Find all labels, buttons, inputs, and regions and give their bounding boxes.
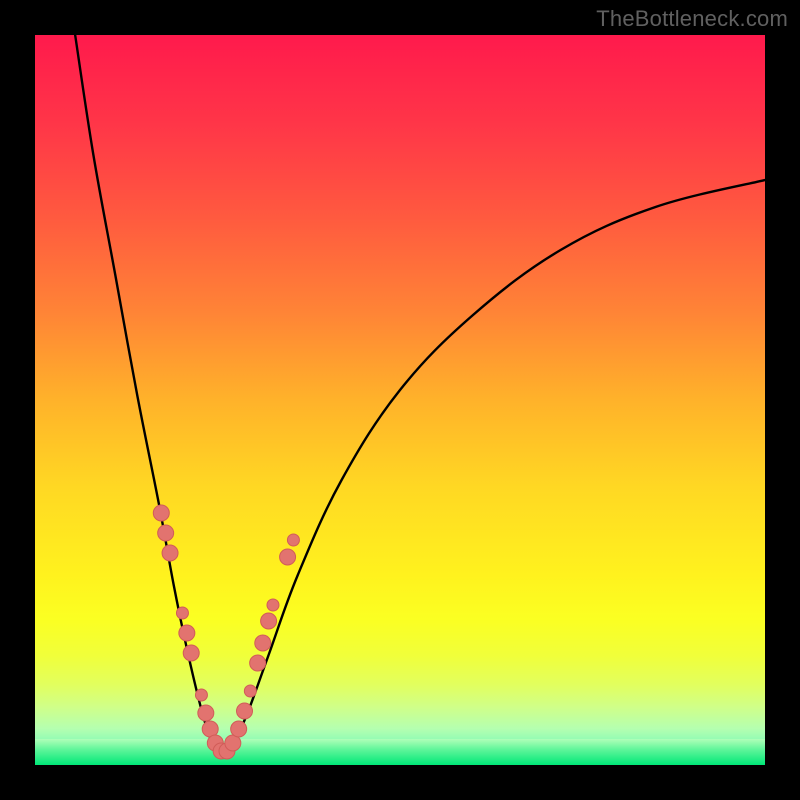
curve-layer (35, 35, 765, 765)
data-marker (261, 613, 277, 629)
chart-container: TheBottleneck.com (0, 0, 800, 800)
data-marker (255, 635, 271, 651)
data-marker (158, 525, 174, 541)
data-marker (250, 655, 266, 671)
plot-area (35, 35, 765, 765)
watermark-text: TheBottleneck.com (596, 6, 788, 32)
data-marker (179, 625, 195, 641)
data-marker (287, 534, 299, 546)
data-marker (267, 599, 279, 611)
data-marker (280, 549, 296, 565)
data-marker (153, 505, 169, 521)
data-marker (183, 645, 199, 661)
data-marker (237, 703, 253, 719)
bottleneck-curve (75, 35, 765, 755)
data-marker (231, 721, 247, 737)
data-marker (176, 607, 188, 619)
data-marker (198, 705, 214, 721)
data-marker (162, 545, 178, 561)
data-marker (195, 689, 207, 701)
data-marker (244, 685, 256, 697)
